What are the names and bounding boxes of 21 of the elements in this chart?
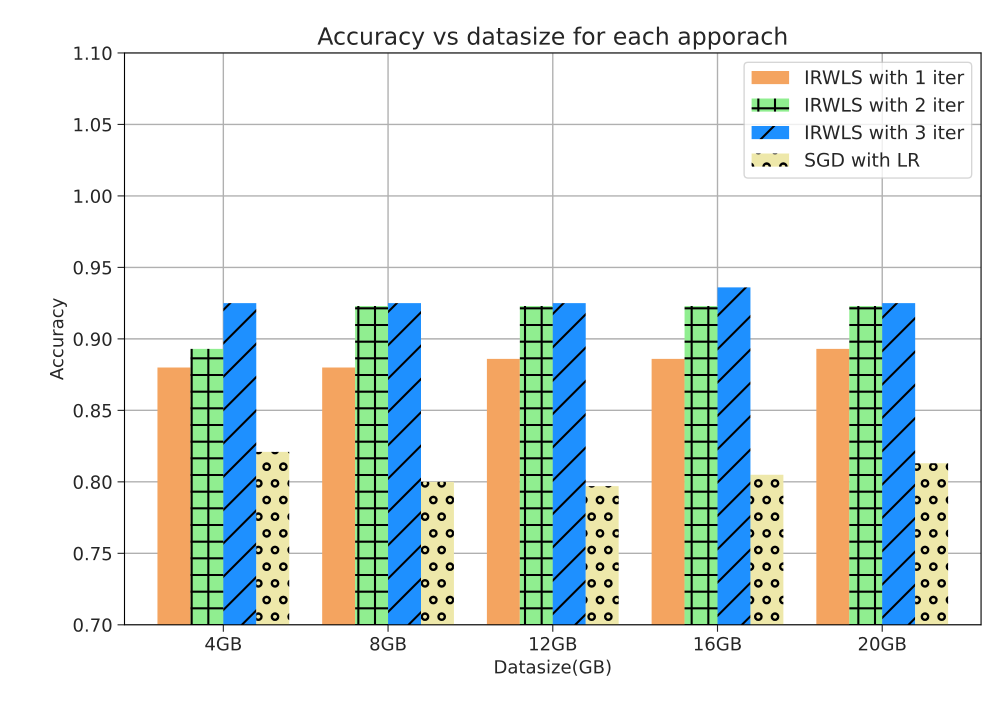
legend-label: IRWLS with 3 iter <box>806 124 964 140</box>
x-tick-label: 4GB <box>205 636 241 651</box>
legend-label: IRWLS with 1 iter <box>806 70 964 84</box>
legend-label: SGD with LR <box>805 152 920 167</box>
y-tick-label: 0.75 <box>74 546 112 560</box>
y-tick-label: 0.70 <box>74 618 112 632</box>
x-tick-label: 12GB <box>530 636 576 651</box>
y-axis-title: Accuracy <box>50 298 67 380</box>
x-tick-label: 8GB <box>370 636 406 651</box>
chart-title: Accuracy vs datasize for each apporach <box>317 26 786 50</box>
y-tick-label: 0.95 <box>74 260 112 275</box>
y-tick-label: 1.00 <box>74 189 112 204</box>
y-tick-label: 0.80 <box>74 475 112 489</box>
y-tick-label: 0.85 <box>74 404 112 418</box>
y-tick-label: 1.10 <box>74 46 112 60</box>
legend-label: IRWLS with 2 iter <box>806 97 964 112</box>
x-tick-label: 16GB <box>694 636 741 651</box>
x-tick-label: 20GB <box>858 636 906 651</box>
y-tick-label: 1.05 <box>74 118 112 132</box>
y-tick-label: 0.90 <box>74 332 112 346</box>
x-axis-title: Datasize(GB) <box>495 660 611 676</box>
